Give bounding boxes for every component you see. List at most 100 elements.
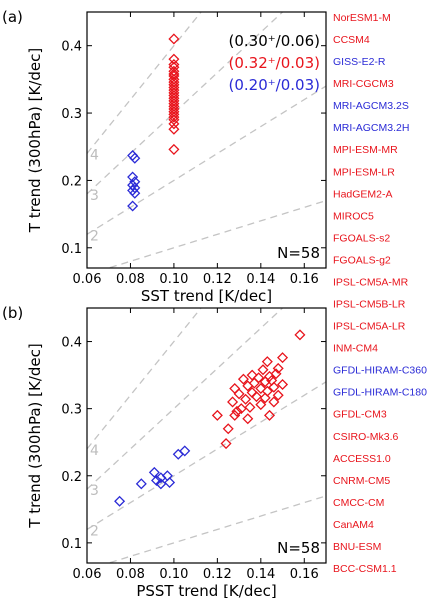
data-point <box>168 100 180 112</box>
x-tick-label: 0.10 <box>159 272 188 287</box>
data-point <box>179 445 191 457</box>
data-point <box>277 352 289 364</box>
data-point <box>168 118 180 130</box>
legend-model-name: ACCESS1.0 <box>333 453 391 465</box>
data-point <box>229 383 241 395</box>
data-point <box>261 356 273 368</box>
stats-annotation: (0.32⁺/0.03) <box>229 54 320 72</box>
data-point <box>227 396 239 408</box>
data-point <box>242 413 254 425</box>
data-point <box>168 65 180 77</box>
legend-model-name: CSIRO-Mk3.6 <box>333 431 399 443</box>
legend-model-name: MIROC5 <box>333 210 374 222</box>
ref-line-2 <box>87 381 326 531</box>
ref-line-3 <box>87 308 284 490</box>
data-point <box>151 474 163 486</box>
data-point <box>222 423 234 435</box>
data-point <box>168 68 180 80</box>
y-axis-label: T trend (300hPa) [K/dec] <box>26 48 44 233</box>
data-point <box>168 103 180 115</box>
plot-frame <box>86 11 327 269</box>
data-point <box>259 376 271 388</box>
data-point <box>255 383 267 395</box>
data-point <box>168 123 180 135</box>
panel-label: (b) <box>2 304 23 322</box>
ref-line-2 <box>87 85 326 235</box>
data-point <box>168 84 180 96</box>
data-point <box>277 378 289 391</box>
y-tick-label: 0.4 <box>61 336 82 351</box>
reference-lines <box>87 12 326 268</box>
data-point <box>248 377 260 389</box>
data-point <box>244 401 256 413</box>
data-point <box>168 95 180 107</box>
y-tick-label: 0.2 <box>61 174 82 189</box>
y-axis-label: T trend (300hPa) [K/dec] <box>26 343 44 528</box>
ref-line-3 <box>87 12 284 195</box>
reference-lines <box>87 308 326 563</box>
model-legend: NorESM1-M CCSM4 GISS-E2-R MRI-CGCM3 MRI-AGCM… <box>333 12 427 575</box>
legend-model-name: GISS-E2-R <box>333 56 386 68</box>
stats-annotation: (0.20⁺/0.03) <box>229 76 320 94</box>
legend-model-name: IPSL-CM5A-MR <box>333 276 409 288</box>
data-point <box>255 399 267 411</box>
legend-model-name: CMCC-CM <box>333 497 384 509</box>
data-point <box>168 53 180 65</box>
ref-line-4 <box>87 12 202 154</box>
x-tick-label: 0.16 <box>290 567 319 582</box>
legend-model-name: CNRM-CM5 <box>333 475 390 487</box>
stats-annotation: (0.30⁺/0.06) <box>229 32 320 50</box>
data-point <box>164 476 176 488</box>
x-axis-label: SST trend [K/dec] <box>141 287 272 305</box>
data-point <box>129 152 141 164</box>
legend-model-name: MRI-CGCM3 <box>333 78 394 90</box>
data-point <box>259 392 271 404</box>
data-point <box>231 405 243 417</box>
ref-line-4 <box>87 308 202 450</box>
y-tick-label: 0.3 <box>61 403 82 418</box>
ref-label-2: 2 <box>90 523 99 539</box>
data-point <box>211 409 223 421</box>
series-amip <box>127 149 141 212</box>
data-point <box>268 381 280 393</box>
legend-model-name: NorESM1-M <box>333 12 391 24</box>
panel-label: (a) <box>2 8 23 26</box>
data-point <box>168 92 180 104</box>
legend-model-name: IPSL-CM5B-LR <box>333 299 406 311</box>
data-point <box>114 495 126 507</box>
legend-model-name: BCC-CSM1.1 <box>333 563 397 575</box>
data-point <box>242 380 254 392</box>
y-tick-label: 0.3 <box>61 107 82 122</box>
legend-model-name: BNU-ESM <box>333 541 381 553</box>
legend-model-name: FGOALS-s2 <box>333 232 390 244</box>
ref-line-1 <box>106 200 326 268</box>
data-point <box>129 187 141 199</box>
x-tick-label: 0.08 <box>116 272 145 287</box>
data-point <box>127 171 139 183</box>
panel-a: 2 3 4 0.06 0.08 0.10 0.12 0.14 0.16 0.1 0.2 0.3 0.4 S… <box>2 8 327 305</box>
y-tick-label: 0.1 <box>61 242 82 257</box>
x-tick-label: 0.08 <box>116 567 145 582</box>
legend-model-name: FGOALS-g2 <box>333 254 391 266</box>
data-point <box>250 391 262 403</box>
x-tick-label: 0.12 <box>203 567 232 582</box>
y-tick-label: 0.2 <box>61 470 82 485</box>
legend-model-name: MRI-AGCM3.2H <box>333 122 409 134</box>
count-label: N=58 <box>277 244 320 262</box>
legend-model-name: IPSL-CM5A-LR <box>333 321 406 333</box>
data-point <box>263 409 276 421</box>
data-point <box>168 81 180 93</box>
data-point <box>272 362 284 374</box>
data-point <box>168 76 180 88</box>
x-axis-label: PSST trend [K/dec] <box>136 582 276 600</box>
count-label: N=58 <box>277 539 320 557</box>
data-point <box>155 478 167 490</box>
legend-model-name: CanAM4 <box>333 519 374 531</box>
ref-label-2: 2 <box>90 228 99 244</box>
data-point <box>240 393 252 405</box>
y-tick-label: 0.4 <box>61 40 82 55</box>
legend-model-name: MPI-ESM-MR <box>333 144 398 156</box>
x-tick-label: 0.14 <box>246 272 275 287</box>
data-point <box>168 87 180 99</box>
